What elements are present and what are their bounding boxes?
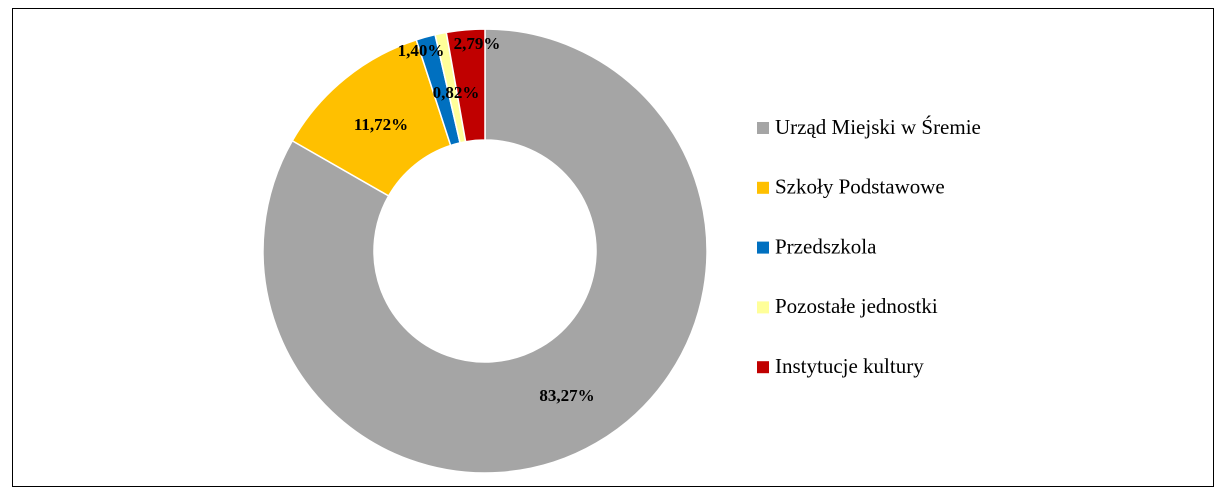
- legend-label: Urząd Miejski w Śremie: [775, 115, 981, 139]
- legend-swatch: [757, 301, 769, 314]
- data-label: 83,27%: [539, 386, 594, 405]
- data-label: 0,82%: [433, 83, 480, 102]
- donut-segment: [445, 28, 486, 143]
- donut-segment: [262, 28, 708, 474]
- data-label: 11,72%: [354, 115, 408, 134]
- legend-label: Instytucje kultury: [775, 354, 924, 378]
- data-label: 2,79%: [454, 34, 501, 53]
- legend-swatch: [757, 361, 769, 374]
- legend-swatch: [757, 181, 769, 194]
- legend-label: Pozostałe jednostki: [775, 294, 938, 318]
- legend-swatch: [757, 241, 769, 254]
- legend-label: Szkoły Podstawowe: [775, 175, 945, 199]
- data-label: 1,40%: [398, 41, 445, 60]
- legend-swatch: [757, 122, 769, 134]
- legend-label: Przedszkola: [775, 234, 877, 258]
